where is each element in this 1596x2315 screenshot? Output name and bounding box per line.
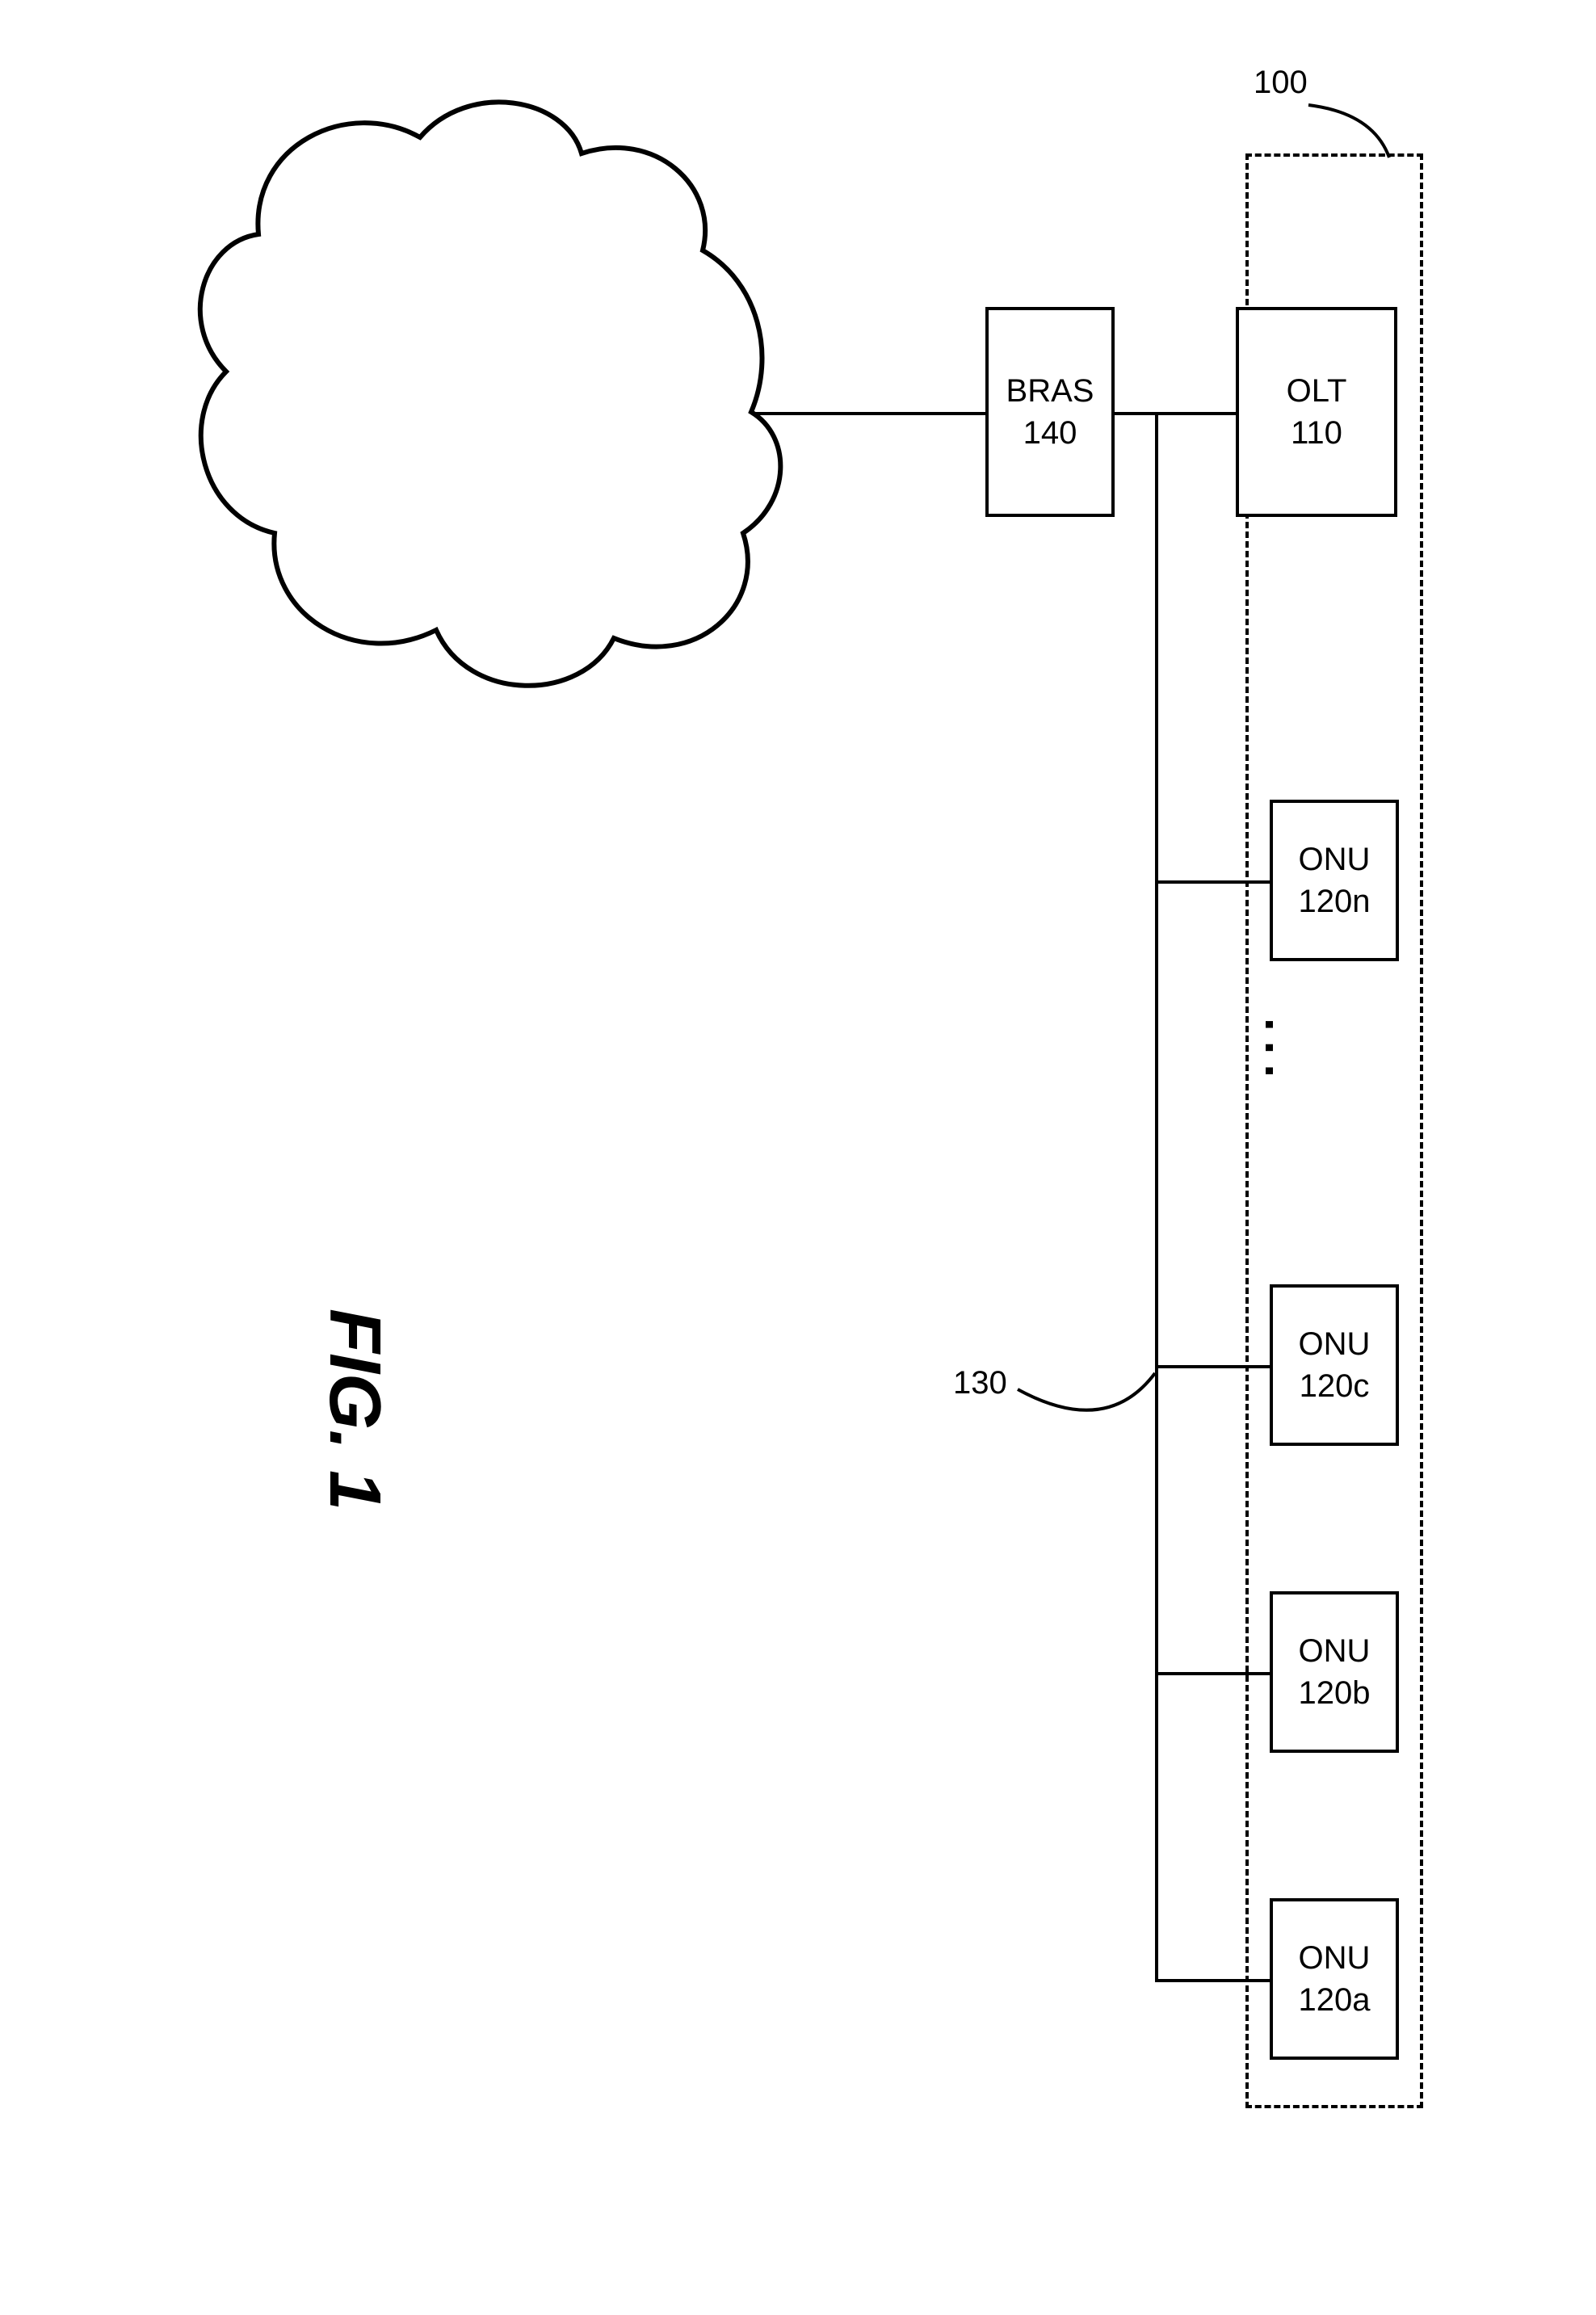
branch-120a <box>1155 1979 1270 1982</box>
container-ref-label: 100 <box>1254 65 1308 101</box>
ref130-leader <box>1018 1373 1155 1410</box>
olt-box: OLT 110 <box>1236 307 1397 517</box>
network-diagram: 100 ONU 120a ONU 120b ONU 120c ONU 120n … <box>0 0 1596 2315</box>
bras-id: 140 <box>1023 412 1077 454</box>
onu-120a-id: 120a <box>1299 1979 1371 2021</box>
branch-120b <box>1155 1672 1270 1675</box>
bras-box: BRAS 140 <box>985 307 1115 517</box>
branch-120n <box>1155 880 1270 884</box>
branch-120c <box>1155 1365 1270 1368</box>
olt-name: OLT <box>1287 370 1347 412</box>
olt-id: 110 <box>1291 412 1342 454</box>
onu-120c-name: ONU <box>1299 1323 1371 1365</box>
ref100-leader <box>1308 105 1389 158</box>
onu-120n-id: 120n <box>1299 880 1371 922</box>
onu-box-120c: ONU 120c <box>1270 1284 1399 1446</box>
bras-cloud-link <box>751 412 985 415</box>
bus-trunk <box>1155 412 1158 1982</box>
internet-cloud-icon <box>200 102 781 685</box>
onu-ellipsis: ... <box>1254 1018 1310 1087</box>
onu-box-120a: ONU 120a <box>1270 1898 1399 2060</box>
olt-bras-link <box>1115 412 1236 415</box>
onu-box-120b: ONU 120b <box>1270 1591 1399 1753</box>
bus-ref-label: 130 <box>953 1365 1007 1401</box>
onu-120b-name: ONU <box>1299 1630 1371 1672</box>
onu-120c-id: 120c <box>1300 1365 1370 1407</box>
onu-120b-id: 120b <box>1299 1672 1371 1714</box>
onu-box-120n: ONU 120n <box>1270 800 1399 961</box>
bras-name: BRAS <box>1006 370 1094 412</box>
onu-120n-name: ONU <box>1299 838 1371 880</box>
figure-label: FIG. 1 <box>313 1309 396 1510</box>
onu-120a-name: ONU <box>1299 1937 1371 1979</box>
internet-label: Internet <box>408 388 460 541</box>
